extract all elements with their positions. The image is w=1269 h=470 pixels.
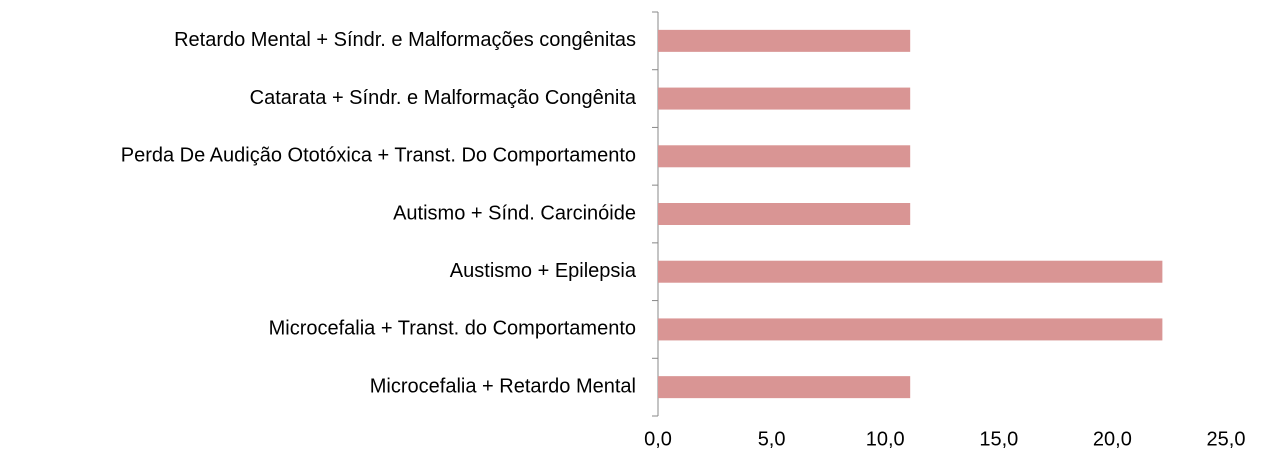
y-tick-label: Retardo Mental + Síndr. e Malformações c… (174, 29, 636, 51)
y-tick-label: Microcefalia + Transt. do Comportamento (269, 318, 636, 340)
bar (658, 376, 911, 399)
bar (658, 87, 911, 110)
y-tick-label: Microcefalia + Retardo Mental (370, 375, 636, 397)
y-tick-label: Autismo + Sínd. Carcinóide (393, 202, 636, 224)
x-tick-label: 20,0 (1093, 428, 1132, 450)
y-tick-label: Perda De Audição Ototóxica + Transt. Do … (121, 145, 636, 167)
x-tick-label: 5,0 (758, 428, 786, 450)
bar (658, 203, 911, 225)
bar (658, 29, 911, 52)
x-tick-label: 25,0 (1207, 428, 1246, 450)
x-tick-label: 0,0 (644, 428, 672, 450)
x-tick-label: 10,0 (866, 428, 905, 450)
y-tick-label: Austismo + Epilepsia (450, 260, 637, 282)
x-tick-label: 15,0 (979, 428, 1018, 450)
bar (658, 145, 911, 168)
bar (658, 318, 1163, 341)
y-tick-label: Catarata + Síndr. e Malformação Congênit… (250, 87, 637, 109)
bar (658, 260, 1163, 283)
